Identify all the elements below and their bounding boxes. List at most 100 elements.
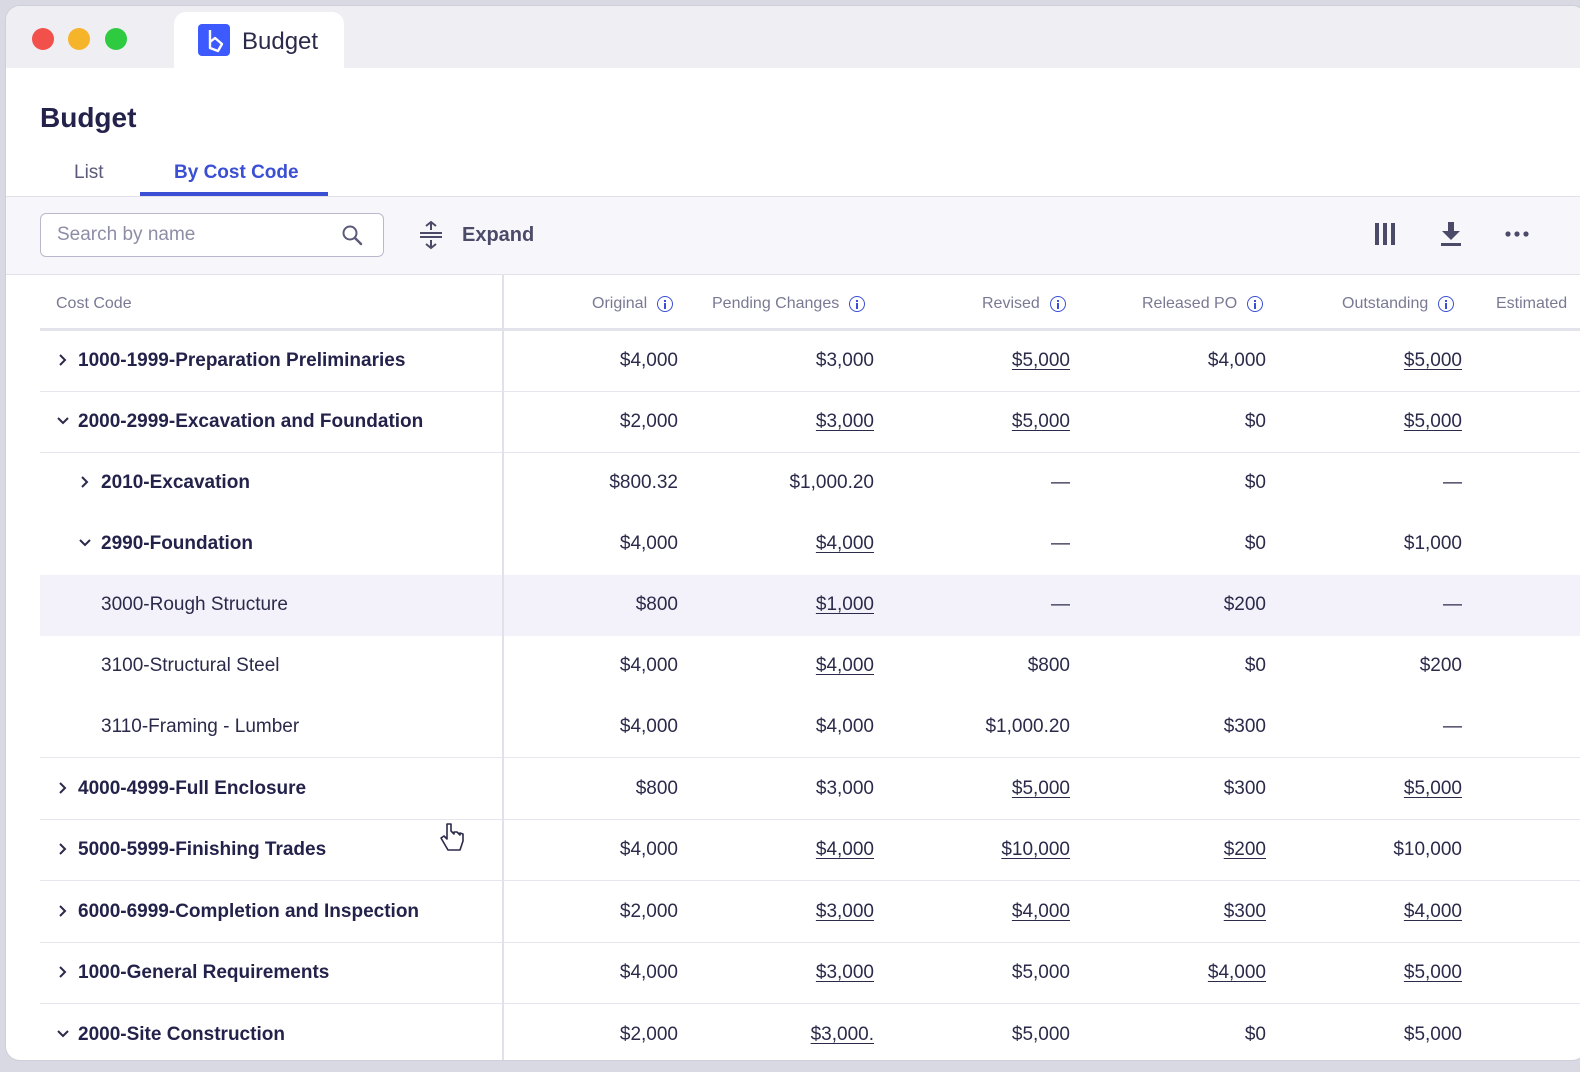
cell-revised: $5,000 — [1011, 1024, 1070, 1045]
close-window-button[interactable] — [32, 28, 54, 50]
column-header-estimated[interactable]: Estimated — [1496, 295, 1567, 313]
cell-released-link[interactable]: $4,000 — [1207, 962, 1266, 983]
columns-icon[interactable] — [1370, 219, 1400, 249]
cell-original: $2,000 — [619, 901, 678, 922]
cell-released: $0 — [1244, 472, 1266, 493]
cell-original: $2,000 — [619, 411, 678, 432]
table-row[interactable]: $4,000 $4,000 $800 $0 $200 — [504, 636, 1580, 697]
table-row[interactable]: $2,000 $3,000 $5,000 $0 $5,000 — [504, 392, 1580, 453]
search-input[interactable] — [55, 214, 329, 256]
table-row[interactable]: $4,000 $4,000 $10,000 $200 $10,000 — [504, 820, 1580, 881]
info-icon[interactable] — [1049, 296, 1066, 312]
chevron-down-icon[interactable] — [56, 1027, 70, 1041]
cell-pending-link[interactable]: $3,000. — [810, 1024, 874, 1045]
table-row[interactable]: 6000-6999-Completion and Inspection — [40, 882, 502, 943]
table-row[interactable]: $2,000 $3,000. $5,000 $0 $5,000 — [504, 1005, 1580, 1060]
cell-original: $800 — [635, 594, 678, 615]
cell-original: $800 — [635, 778, 678, 799]
cell-revised: $800 — [1027, 655, 1070, 676]
table-row[interactable]: 2010-Excavation — [40, 453, 502, 514]
expand-button[interactable]: Expand — [418, 215, 534, 255]
chevron-right-icon[interactable] — [56, 842, 70, 856]
cell-pending-link[interactable]: $3,000 — [815, 901, 874, 922]
cell-pending-link[interactable]: $1,000 — [815, 594, 874, 615]
cell-pending-link[interactable]: $4,000 — [815, 839, 874, 860]
info-icon[interactable] — [657, 296, 674, 312]
table-row[interactable]: 1000-General Requirements — [40, 943, 502, 1004]
info-icon[interactable] — [849, 296, 866, 312]
cell-pending: $1,000.20 — [789, 472, 874, 493]
column-header-revised[interactable]: Revised — [982, 295, 1066, 313]
cell-revised-link[interactable]: $10,000 — [1001, 839, 1070, 860]
column-header-label: Pending Changes — [712, 295, 840, 312]
table-row[interactable]: 1000-1999-Preparation Preliminaries — [40, 331, 502, 392]
column-header-released-po[interactable]: Released PO — [1142, 295, 1264, 313]
info-icon[interactable] — [1247, 296, 1264, 312]
chevron-down-icon[interactable] — [56, 414, 70, 428]
cell-released-link[interactable]: $300 — [1223, 901, 1266, 922]
cell-pending-link[interactable]: $4,000 — [815, 533, 874, 554]
search-icon[interactable] — [341, 224, 363, 246]
table-row[interactable]: $4,000 $4,000 $1,000.20 $300 — — [504, 697, 1580, 758]
download-icon[interactable] — [1436, 219, 1466, 249]
cell-pending-link[interactable]: $3,000 — [815, 962, 874, 983]
minimize-window-button[interactable] — [68, 28, 90, 50]
cell-released: $0 — [1244, 411, 1266, 432]
cell-revised-link[interactable]: $5,000 — [1011, 350, 1070, 371]
chevron-down-icon[interactable] — [78, 536, 92, 550]
table-row[interactable]: 3110-Framing - Lumber — [40, 697, 502, 758]
table-row[interactable]: $800 $1,000 — $200 — — [504, 575, 1580, 636]
cell-outstanding-link[interactable]: $5,000 — [1403, 411, 1462, 432]
cell-pending-link[interactable]: $3,000 — [815, 411, 874, 432]
cell-revised: — — [1051, 472, 1070, 493]
column-header-original[interactable]: Original — [592, 295, 674, 313]
cell-outstanding: — — [1443, 716, 1462, 737]
cell-outstanding-link[interactable]: $4,000 — [1403, 901, 1462, 922]
cell-original: $800.32 — [609, 472, 678, 493]
table-row[interactable]: 3000-Rough Structure — [40, 575, 502, 636]
table-row[interactable]: $800.32 $1,000.20 — $0 — — [504, 453, 1580, 514]
cell-outstanding-link[interactable]: $5,000 — [1403, 778, 1462, 799]
more-options-icon[interactable] — [1502, 219, 1532, 249]
cell-revised-link[interactable]: $5,000 — [1011, 411, 1070, 432]
budget-table: Cost Code 1000-1999-Preparation Prelimin… — [6, 275, 1580, 1060]
cell-outstanding-link[interactable]: $5,000 — [1403, 962, 1462, 983]
table-row[interactable]: $4,000 $3,000 $5,000 $4,000 $5,000 — [504, 331, 1580, 392]
table-header: Original Pending Changes Revised Release… — [504, 275, 1580, 331]
table-row[interactable]: $4,000 $3,000 $5,000 $4,000 $5,000 — [504, 943, 1580, 1004]
table-row[interactable]: 2000-Site Construction — [40, 1005, 502, 1060]
table-row[interactable]: $4,000 $4,000 — $0 $1,000 — [504, 514, 1580, 575]
cell-pending-link[interactable]: $4,000 — [815, 655, 874, 676]
column-header-outstanding[interactable]: Outstanding — [1342, 295, 1455, 313]
table-row[interactable]: 3100-Structural Steel — [40, 636, 502, 697]
table-row[interactable]: $800 $3,000 $5,000 $300 $5,000 — [504, 759, 1580, 820]
search-box — [40, 213, 384, 257]
cell-released-link[interactable]: $200 — [1223, 839, 1266, 860]
cell-original: $4,000 — [619, 655, 678, 676]
chevron-right-icon[interactable] — [78, 475, 92, 489]
cell-revised-link[interactable]: $5,000 — [1011, 778, 1070, 799]
tab-by-cost-code[interactable]: By Cost Code — [174, 162, 299, 183]
table-row[interactable]: 2990-Foundation — [40, 514, 502, 575]
table-row[interactable]: 2000-2999-Excavation and Foundation — [40, 392, 502, 453]
info-icon[interactable] — [1438, 296, 1455, 312]
table-row[interactable]: 5000-5999-Finishing Trades — [40, 820, 502, 881]
cell-outstanding-link[interactable]: $5,000 — [1403, 350, 1462, 371]
chevron-right-icon[interactable] — [56, 904, 70, 918]
maximize-window-button[interactable] — [105, 28, 127, 50]
column-header-pending-changes[interactable]: Pending Changes — [712, 295, 866, 313]
window-tab-label: Budget — [242, 28, 319, 55]
table-row[interactable]: $2,000 $3,000 $4,000 $300 $4,000 — [504, 882, 1580, 943]
row-name: 2000-2999-Excavation and Foundation — [78, 411, 424, 432]
tab-list[interactable]: List — [74, 162, 104, 183]
chevron-right-icon[interactable] — [56, 781, 70, 795]
window-tab[interactable]: Budget — [174, 12, 344, 70]
table-row[interactable]: 4000-4999-Full Enclosure — [40, 759, 502, 820]
table-header: Cost Code — [40, 275, 502, 331]
values-columns: Original Pending Changes Revised Release… — [504, 275, 1580, 1060]
cell-outstanding: $10,000 — [1393, 839, 1462, 860]
chevron-right-icon[interactable] — [56, 353, 70, 367]
chevron-right-icon[interactable] — [56, 965, 70, 979]
cell-revised-link[interactable]: $4,000 — [1011, 901, 1070, 922]
column-header-cost-code[interactable]: Cost Code — [56, 295, 132, 312]
